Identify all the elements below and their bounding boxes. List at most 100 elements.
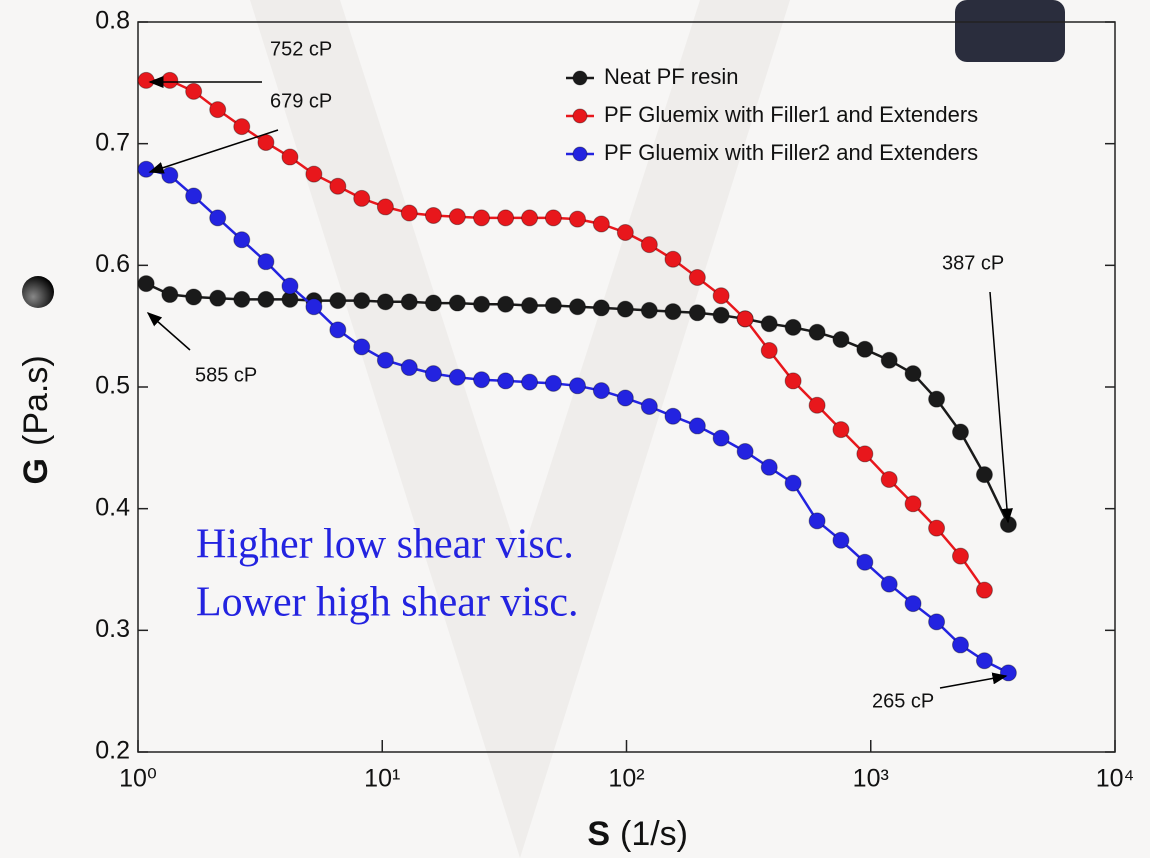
data-point [809,397,825,413]
y-tick-label: 0.8 [95,7,130,35]
x-axis-label: S [587,815,610,853]
data-point [162,72,178,88]
data-point [881,352,897,368]
data-point [881,471,897,487]
data-point [593,216,609,232]
y-axis-title: G (Pa.s) [17,276,55,484]
note: Higher low shear visc. [196,522,574,568]
data-point [713,288,729,304]
data-point [785,475,801,491]
data-point [569,211,585,227]
data-point [449,209,465,225]
legend-marker [573,109,587,123]
data-point [952,424,968,440]
x-tick-label: 10¹ [364,765,400,793]
data-point [617,301,633,317]
data-point [282,278,298,294]
data-point [737,311,753,327]
data-point [665,408,681,424]
data-point [425,366,441,382]
annotation: 387 cP [942,252,1004,274]
data-point [905,366,921,382]
data-point [929,391,945,407]
data-point [833,532,849,548]
data-point [306,166,322,182]
data-point [545,297,561,313]
data-point [449,369,465,385]
legend-marker [573,147,587,161]
data-point [857,446,873,462]
data-point [617,390,633,406]
data-point [761,459,777,475]
data-point [976,653,992,669]
data-point [401,294,417,310]
data-point [138,276,154,292]
page: S (1/s) G (Pa.s) 0.20.30.40.50.60.70.810… [0,0,1150,858]
y-tick-label: 0.4 [95,493,130,521]
annotation: 585 cP [195,364,257,386]
data-point [665,304,681,320]
data-point [689,270,705,286]
data-point [952,548,968,564]
x-tick-label: 10⁴ [1096,765,1135,793]
data-point [186,83,202,99]
x-axis-unit: (1/s) [620,815,688,853]
data-point [952,637,968,653]
data-point [449,295,465,311]
data-point [210,102,226,118]
x-tick-label: 10³ [853,765,889,793]
annotation-arrow [940,676,1006,688]
data-point [713,430,729,446]
instrument-image [955,0,1065,62]
data-point [474,372,490,388]
data-point [354,190,370,206]
legend-marker [573,71,587,85]
data-point [737,443,753,459]
data-point [857,554,873,570]
data-point [234,291,250,307]
data-point [809,324,825,340]
data-point [138,161,154,177]
data-point [186,289,202,305]
data-point [1000,665,1016,681]
annotation: 265 cP [872,690,934,712]
data-point [641,302,657,318]
data-point [617,224,633,240]
data-point [210,210,226,226]
data-point [593,383,609,399]
data-point [809,513,825,529]
y-tick-label: 0.7 [95,128,130,156]
legend-label: PF Gluemix with Filler1 and Extenders [604,102,978,127]
data-point [498,296,514,312]
data-point [665,251,681,267]
data-point [258,134,274,150]
data-point [833,422,849,438]
data-point [689,305,705,321]
data-point [785,319,801,335]
data-point [377,352,393,368]
note: Lower high shear visc. [196,580,579,626]
data-point [713,307,729,323]
data-point [593,300,609,316]
data-point [138,72,154,88]
data-point [377,199,393,215]
data-point [330,178,346,194]
data-point [306,299,322,315]
legend-label: Neat PF resin [604,64,739,89]
data-point [905,496,921,512]
annotation: 752 cP [270,38,332,60]
y-tick-label: 0.3 [95,615,130,643]
data-point [881,576,897,592]
data-point [785,373,801,389]
data-point [498,373,514,389]
annotation: 679 cP [270,90,332,112]
data-point [474,210,490,226]
data-point [857,341,873,357]
data-point [330,322,346,338]
data-point [330,293,346,309]
y-tick-label: 0.2 [95,737,130,765]
annotation-arrow [148,313,190,350]
data-point [761,316,777,332]
data-point [234,119,250,135]
data-point [833,332,849,348]
